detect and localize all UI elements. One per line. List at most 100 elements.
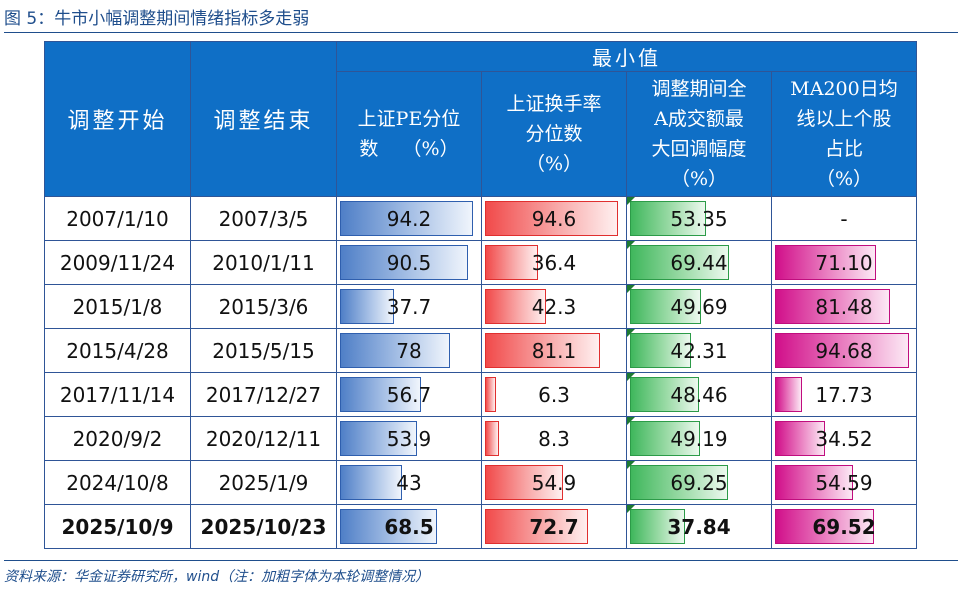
cell-end-date: 2025/1/9 xyxy=(190,460,337,505)
cell-start-date: 2017/11/14 xyxy=(44,372,191,417)
turnover-data-bar xyxy=(485,201,618,236)
ma200-value: 54.59 xyxy=(815,470,873,495)
pe-value: 56.7 xyxy=(386,382,432,407)
cell-drawdown: 69.44 xyxy=(626,240,772,285)
ma200-value: 69.52 xyxy=(812,514,876,539)
pe-data-bar xyxy=(340,509,437,544)
ma200-data-bar xyxy=(775,377,802,412)
header-ma200-line: 占比 xyxy=(824,138,863,160)
table-row: 2024/10/8 2025/1/9 43 54.9 69.25 54.59 xyxy=(44,460,917,505)
cell-start-date: 2015/4/28 xyxy=(44,328,191,373)
cell-turnover: 72.7 xyxy=(481,504,627,549)
pe-value: 68.5 xyxy=(384,514,434,539)
cell-drawdown: 53.35 xyxy=(626,196,772,241)
table-row: 2025/10/9 2025/10/23 68.5 72.7 37.84 69.52 xyxy=(44,504,917,549)
pe-data-bar xyxy=(340,289,394,324)
note-indicator-icon xyxy=(627,417,635,425)
cell-turnover: 6.3 xyxy=(481,372,627,417)
table-body: 2007/1/10 2007/3/5 94.2 94.6 53.35 - 2009/11/2… xyxy=(44,196,917,549)
drawdown-value: 49.19 xyxy=(670,426,728,451)
ma200-value: 71.10 xyxy=(815,250,873,275)
drawdown-data-bar xyxy=(630,289,701,324)
cell-ma200: - xyxy=(771,196,917,241)
header-drawdown-line: （%） xyxy=(670,168,728,190)
cell-pe: 53.9 xyxy=(336,416,482,461)
drawdown-value: 37.84 xyxy=(667,514,731,539)
header-pe: 上证PE分位 数 （%） xyxy=(336,71,482,197)
drawdown-value: 53.35 xyxy=(670,206,728,231)
cell-start-date: 2007/1/10 xyxy=(44,196,191,241)
header-start: 调整开始 xyxy=(44,41,191,197)
ma200-data-bar xyxy=(775,421,825,456)
drawdown-data-bar xyxy=(630,421,700,456)
drawdown-value: 49.69 xyxy=(670,294,728,319)
cell-turnover: 94.6 xyxy=(481,196,627,241)
cell-end-date: 2015/3/6 xyxy=(190,284,337,329)
pe-value: 53.9 xyxy=(386,426,432,451)
ma200-data-bar xyxy=(775,245,876,280)
table-row: 2009/11/24 2010/1/11 90.5 36.4 69.44 71.10 xyxy=(44,240,917,285)
note-indicator-icon xyxy=(627,329,635,337)
header-ma200-line: MA200日均 xyxy=(790,78,898,100)
pe-value: 43 xyxy=(396,470,422,495)
turnover-value: 6.3 xyxy=(538,382,570,407)
drawdown-data-bar xyxy=(630,245,729,280)
source-note: 资料来源：华金证券研究所，wind（注：加粗字体为本轮调整情况） xyxy=(4,569,430,585)
cell-start-date: 2024/10/8 xyxy=(44,460,191,505)
cell-pe: 56.7 xyxy=(336,372,482,417)
turnover-value: 36.4 xyxy=(531,250,577,275)
ma200-value: 17.73 xyxy=(815,382,873,407)
turnover-value: 81.1 xyxy=(531,338,577,363)
cell-drawdown: 49.19 xyxy=(626,416,772,461)
header-drawdown-line: 大回调幅度 xyxy=(651,138,747,160)
figure-title: 图 5：牛市小幅调整期间情绪指标多走弱 xyxy=(4,9,310,29)
cell-end-date: 2015/5/15 xyxy=(190,328,337,373)
cell-end-date: 2020/12/11 xyxy=(190,416,337,461)
cell-ma200: 71.10 xyxy=(771,240,917,285)
ma200-data-bar xyxy=(775,509,874,544)
drawdown-value: 69.44 xyxy=(670,250,728,275)
pe-data-bar xyxy=(340,465,402,500)
header-ma200: MA200日均 线以上个股 占比 （%） xyxy=(771,71,917,197)
cell-pe: 43 xyxy=(336,460,482,505)
note-indicator-icon xyxy=(627,285,635,293)
cell-pe: 78 xyxy=(336,328,482,373)
ma200-data-bar xyxy=(775,333,909,368)
table-row: 2015/1/8 2015/3/6 37.7 42.3 49.69 81.48 xyxy=(44,284,917,329)
header-pe-line: 上证PE分位 xyxy=(357,108,461,130)
drawdown-data-bar xyxy=(630,377,699,412)
pe-data-bar xyxy=(340,421,417,456)
turnover-value: 72.7 xyxy=(529,514,579,539)
turnover-data-bar xyxy=(485,465,563,500)
cell-ma200: 81.48 xyxy=(771,284,917,329)
cell-end-date: 2025/10/23 xyxy=(190,504,337,549)
turnover-data-bar xyxy=(485,245,538,280)
cell-ma200: 69.52 xyxy=(771,504,917,549)
drawdown-data-bar xyxy=(630,201,706,236)
header-end: 调整结束 xyxy=(190,41,337,197)
header-group-min: 最小值 xyxy=(336,41,917,72)
cell-turnover: 36.4 xyxy=(481,240,627,285)
source-divider xyxy=(4,560,958,561)
cell-turnover: 42.3 xyxy=(481,284,627,329)
cell-start-date: 2009/11/24 xyxy=(44,240,191,285)
cell-end-date: 2010/1/11 xyxy=(190,240,337,285)
title-divider xyxy=(4,32,958,33)
cell-start-date: 2020/9/2 xyxy=(44,416,191,461)
table-row: 2020/9/2 2020/12/11 53.9 8.3 49.19 34.52 xyxy=(44,416,917,461)
header-ma200-line: （%） xyxy=(815,168,873,190)
pe-data-bar xyxy=(340,201,473,236)
turnover-value: 54.9 xyxy=(531,470,577,495)
pe-value: 94.2 xyxy=(386,206,432,231)
pe-data-bar xyxy=(340,333,450,368)
cell-end-date: 2007/3/5 xyxy=(190,196,337,241)
note-indicator-icon xyxy=(627,461,635,469)
ma200-value: - xyxy=(840,206,848,231)
cell-drawdown: 42.31 xyxy=(626,328,772,373)
header-pe-line: 数 （%） xyxy=(359,138,459,160)
pe-value: 37.7 xyxy=(386,294,432,319)
cell-drawdown: 69.25 xyxy=(626,460,772,505)
header-turnover-line: （%） xyxy=(525,153,583,175)
table-row: 2017/11/14 2017/12/27 56.7 6.3 48.46 17.73 xyxy=(44,372,917,417)
cell-pe: 94.2 xyxy=(336,196,482,241)
